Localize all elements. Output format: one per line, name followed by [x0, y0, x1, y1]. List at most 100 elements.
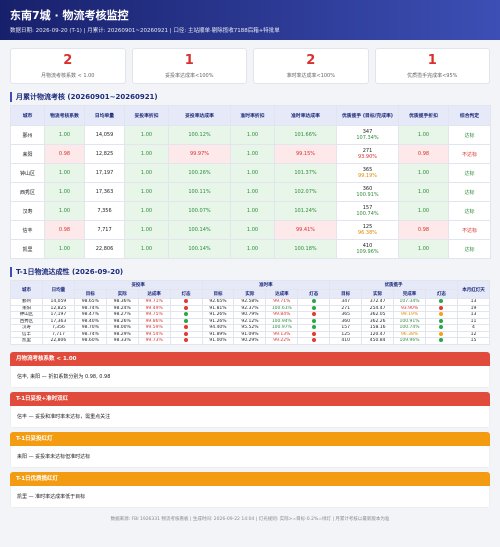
sub-header: 完成率: [393, 289, 426, 299]
row: 西秀区 1.00 17,363 1.00 100.11% 1.00 102.07% 360 10…: [10, 182, 491, 202]
kpi-card: 2 准时率达成率<100%: [253, 48, 369, 84]
cell-text: 1.00: [246, 208, 259, 214]
cell: 14,059: [84, 125, 125, 145]
sub-header: 灯态: [424, 289, 458, 299]
row: 信丰 7,717 98.74% 98.29% 99.54% 91.89% 91.09% 99.…: [10, 330, 491, 338]
cell-line: 107.34%: [356, 135, 379, 141]
cell-text: 101.24%: [294, 208, 317, 214]
cell-text: 101.37%: [294, 170, 317, 176]
cell: 0.98: [398, 220, 449, 240]
cell: 90.29%: [233, 337, 267, 345]
cell-text: 7,717: [97, 227, 112, 233]
footer: 数据来源: FBI 1926331 物流考核看板 | 生成时间: 2026-09…: [110, 516, 390, 522]
cell-text: 1.00: [246, 189, 259, 195]
cell: 99.97%: [168, 144, 231, 164]
status-light: [439, 299, 444, 303]
cell-text: 1.00: [140, 208, 153, 214]
group-header: 优质揽手: [329, 280, 458, 290]
cell: 达标: [448, 182, 491, 202]
cell: 1.00: [398, 125, 449, 145]
cell: 1.00: [124, 201, 169, 221]
cell: 1.00: [124, 182, 169, 202]
daily-table: 城市 日均量 妥投率 准时率 优质揽手 本月红灯天 目标 实际 达成率 灯态 目标 实际 达成率 灯态 目标…: [10, 280, 491, 345]
cell: 100.12%: [168, 125, 231, 145]
column-header: 日均单量: [84, 105, 125, 126]
cell: 1.00: [230, 220, 275, 240]
cell-text: 1.00: [58, 208, 71, 214]
alert: T-1日优质揽红灯 凯里 — 准时率达成率低于目标: [10, 471, 490, 508]
status-light: [439, 312, 444, 316]
cell: 99.41%: [274, 220, 337, 240]
cell-line: 100.91%: [356, 192, 379, 198]
cell-text: 1.00: [417, 170, 430, 176]
cell: 1.00: [44, 163, 85, 183]
cell-text: 100.26%: [188, 170, 211, 176]
cell: 101.66%: [274, 125, 337, 145]
cell-text: 0.98: [417, 227, 430, 233]
alert-title: T-1日妥投+准时双红: [10, 391, 490, 406]
alert-body: 凯里 — 准时率达成率低于目标: [10, 485, 490, 508]
cell: 达标: [448, 239, 491, 259]
kpi-label: 优质揽手完成率<95%: [407, 73, 458, 79]
cell-text: 达标: [464, 170, 475, 177]
cell-line: 125: [362, 224, 373, 230]
alert-body: 耒阳 — 妥投率未达标但准时达标: [10, 445, 490, 468]
alert-title: 月物流考核系数 < 1.00: [10, 351, 490, 366]
row: 钟山区 17,197 98.47% 98.27% 99.75% 91.26% 90.79% 9…: [10, 311, 491, 319]
cell-text: 1.00: [417, 189, 430, 195]
cell: 1.00: [124, 144, 169, 164]
cell-text: 1.00: [246, 227, 259, 233]
cell: 达标: [448, 201, 491, 221]
cell: 凯里: [10, 239, 45, 259]
kpi-card: 2 月物流考核系数 < 1.00: [10, 48, 126, 84]
kpi-value: 2: [63, 53, 73, 68]
light-cell: [424, 337, 458, 345]
cell: 22,806: [84, 239, 125, 259]
cell: 1.00: [124, 239, 169, 259]
cell: 1.00: [44, 125, 85, 145]
row: 凯里 22,806 98.60% 98.33% 99.73% 91.00% 90.29% 99…: [10, 337, 491, 345]
cell-text: 钟山区: [19, 170, 35, 177]
column-header: 准时率折扣: [230, 105, 275, 126]
alert-title: T-1日优质揽红灯: [10, 471, 490, 486]
cell: 7,356: [84, 201, 125, 221]
cell: 1.00: [124, 220, 169, 240]
monthly-table: 城市 物流考核系数 日均单量 妥投率折扣 妥投率达成率 准时率折扣 准时率达成率 优质揽手 (…: [10, 105, 491, 259]
cell-text: 达标: [464, 189, 475, 196]
alert: 月物流考核系数 < 1.00 信丰, 耒阳 — 折扣系数分别为 0.98, 0.9…: [10, 351, 490, 388]
cell: 102.07%: [274, 182, 337, 202]
cell-text: 西秀区: [19, 189, 35, 196]
cell: 100.14%: [168, 239, 231, 259]
sub-header: 达成率: [137, 289, 171, 299]
status-light: [184, 312, 189, 316]
status-light: [184, 305, 189, 310]
column-header: 物流考核系数: [44, 105, 85, 126]
cell: 1.00: [398, 163, 449, 183]
cell-text: 17,363: [95, 189, 114, 195]
section-title: T-1日物流达成性 (2026-09-20): [10, 267, 490, 277]
cell-text: 1.00: [417, 208, 430, 214]
status-light: [439, 338, 444, 342]
cell: 1.00: [44, 182, 85, 202]
kpi-row: 2 月物流考核系数 < 1.00 1 妥投率达成率<100% 2 准时率达成率<100% 1…: [10, 48, 490, 84]
sub-header: 实际: [233, 289, 267, 299]
cell: 91.00%: [201, 337, 235, 345]
status-light: [184, 331, 189, 336]
cell: 98.60%: [73, 337, 107, 345]
cell: 100.26%: [168, 163, 231, 183]
group-header: 本月红灯天: [456, 280, 491, 299]
cell: 99.73%: [137, 337, 171, 345]
cell: 1.00: [398, 182, 449, 202]
status-light: [439, 325, 444, 329]
light-cell: [169, 337, 203, 345]
kpi-card: 1 优质揽手完成率<95%: [374, 48, 490, 84]
cell-text: 1.00: [246, 132, 259, 138]
kpi-value: 1: [184, 53, 194, 68]
status-light: [311, 331, 316, 336]
status-light: [439, 331, 444, 336]
row: 汉寿 1.00 7,356 1.00 100.07% 1.00 101.24% 157 100.…: [10, 201, 491, 221]
cell: 125 96.38%: [336, 220, 399, 240]
cell-text: 1.00: [58, 132, 71, 138]
status-light: [184, 338, 189, 342]
cell: 17,197: [84, 163, 125, 183]
